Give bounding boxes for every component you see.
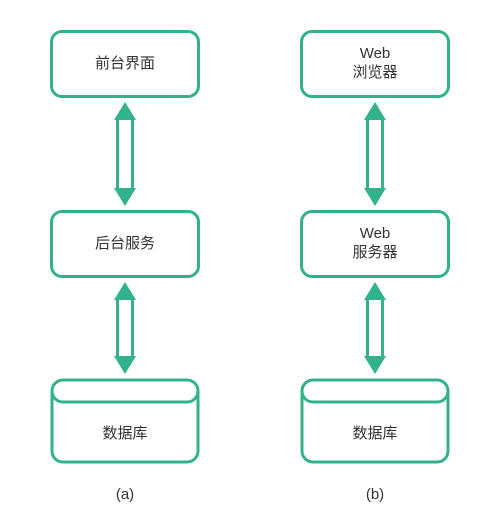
box-web-browser-label: Web 浏览器 <box>352 45 397 83</box>
cylinder-db-a: 数据库 <box>50 378 200 464</box>
box-frontend: 前台界面 <box>50 30 200 98</box>
caption-a: (a) <box>0 486 250 503</box>
caption-b: (b) <box>250 486 500 503</box>
box-web-server: Web 服务器 <box>300 210 450 278</box>
box-web-server-label: Web 服务器 <box>352 225 397 263</box>
cylinder-db-b-label: 数据库 <box>300 422 450 443</box>
box-backend: 后台服务 <box>50 210 200 278</box>
arrow-a-1 <box>112 102 138 206</box>
diagram-canvas: 前台界面 后台服务 <box>0 0 500 521</box>
column-b: Web 浏览器 Web 服务器 <box>250 0 500 521</box>
cylinder-db-b: 数据库 <box>300 378 450 464</box>
arrow-b-2 <box>362 282 388 374</box>
box-web-browser: Web 浏览器 <box>300 30 450 98</box>
cylinder-db-a-label: 数据库 <box>50 422 200 443</box>
arrow-b-1 <box>362 102 388 206</box>
column-a: 前台界面 后台服务 <box>0 0 250 521</box>
box-backend-label: 后台服务 <box>95 235 155 254</box>
box-frontend-label: 前台界面 <box>95 55 155 74</box>
arrow-a-2 <box>112 282 138 374</box>
